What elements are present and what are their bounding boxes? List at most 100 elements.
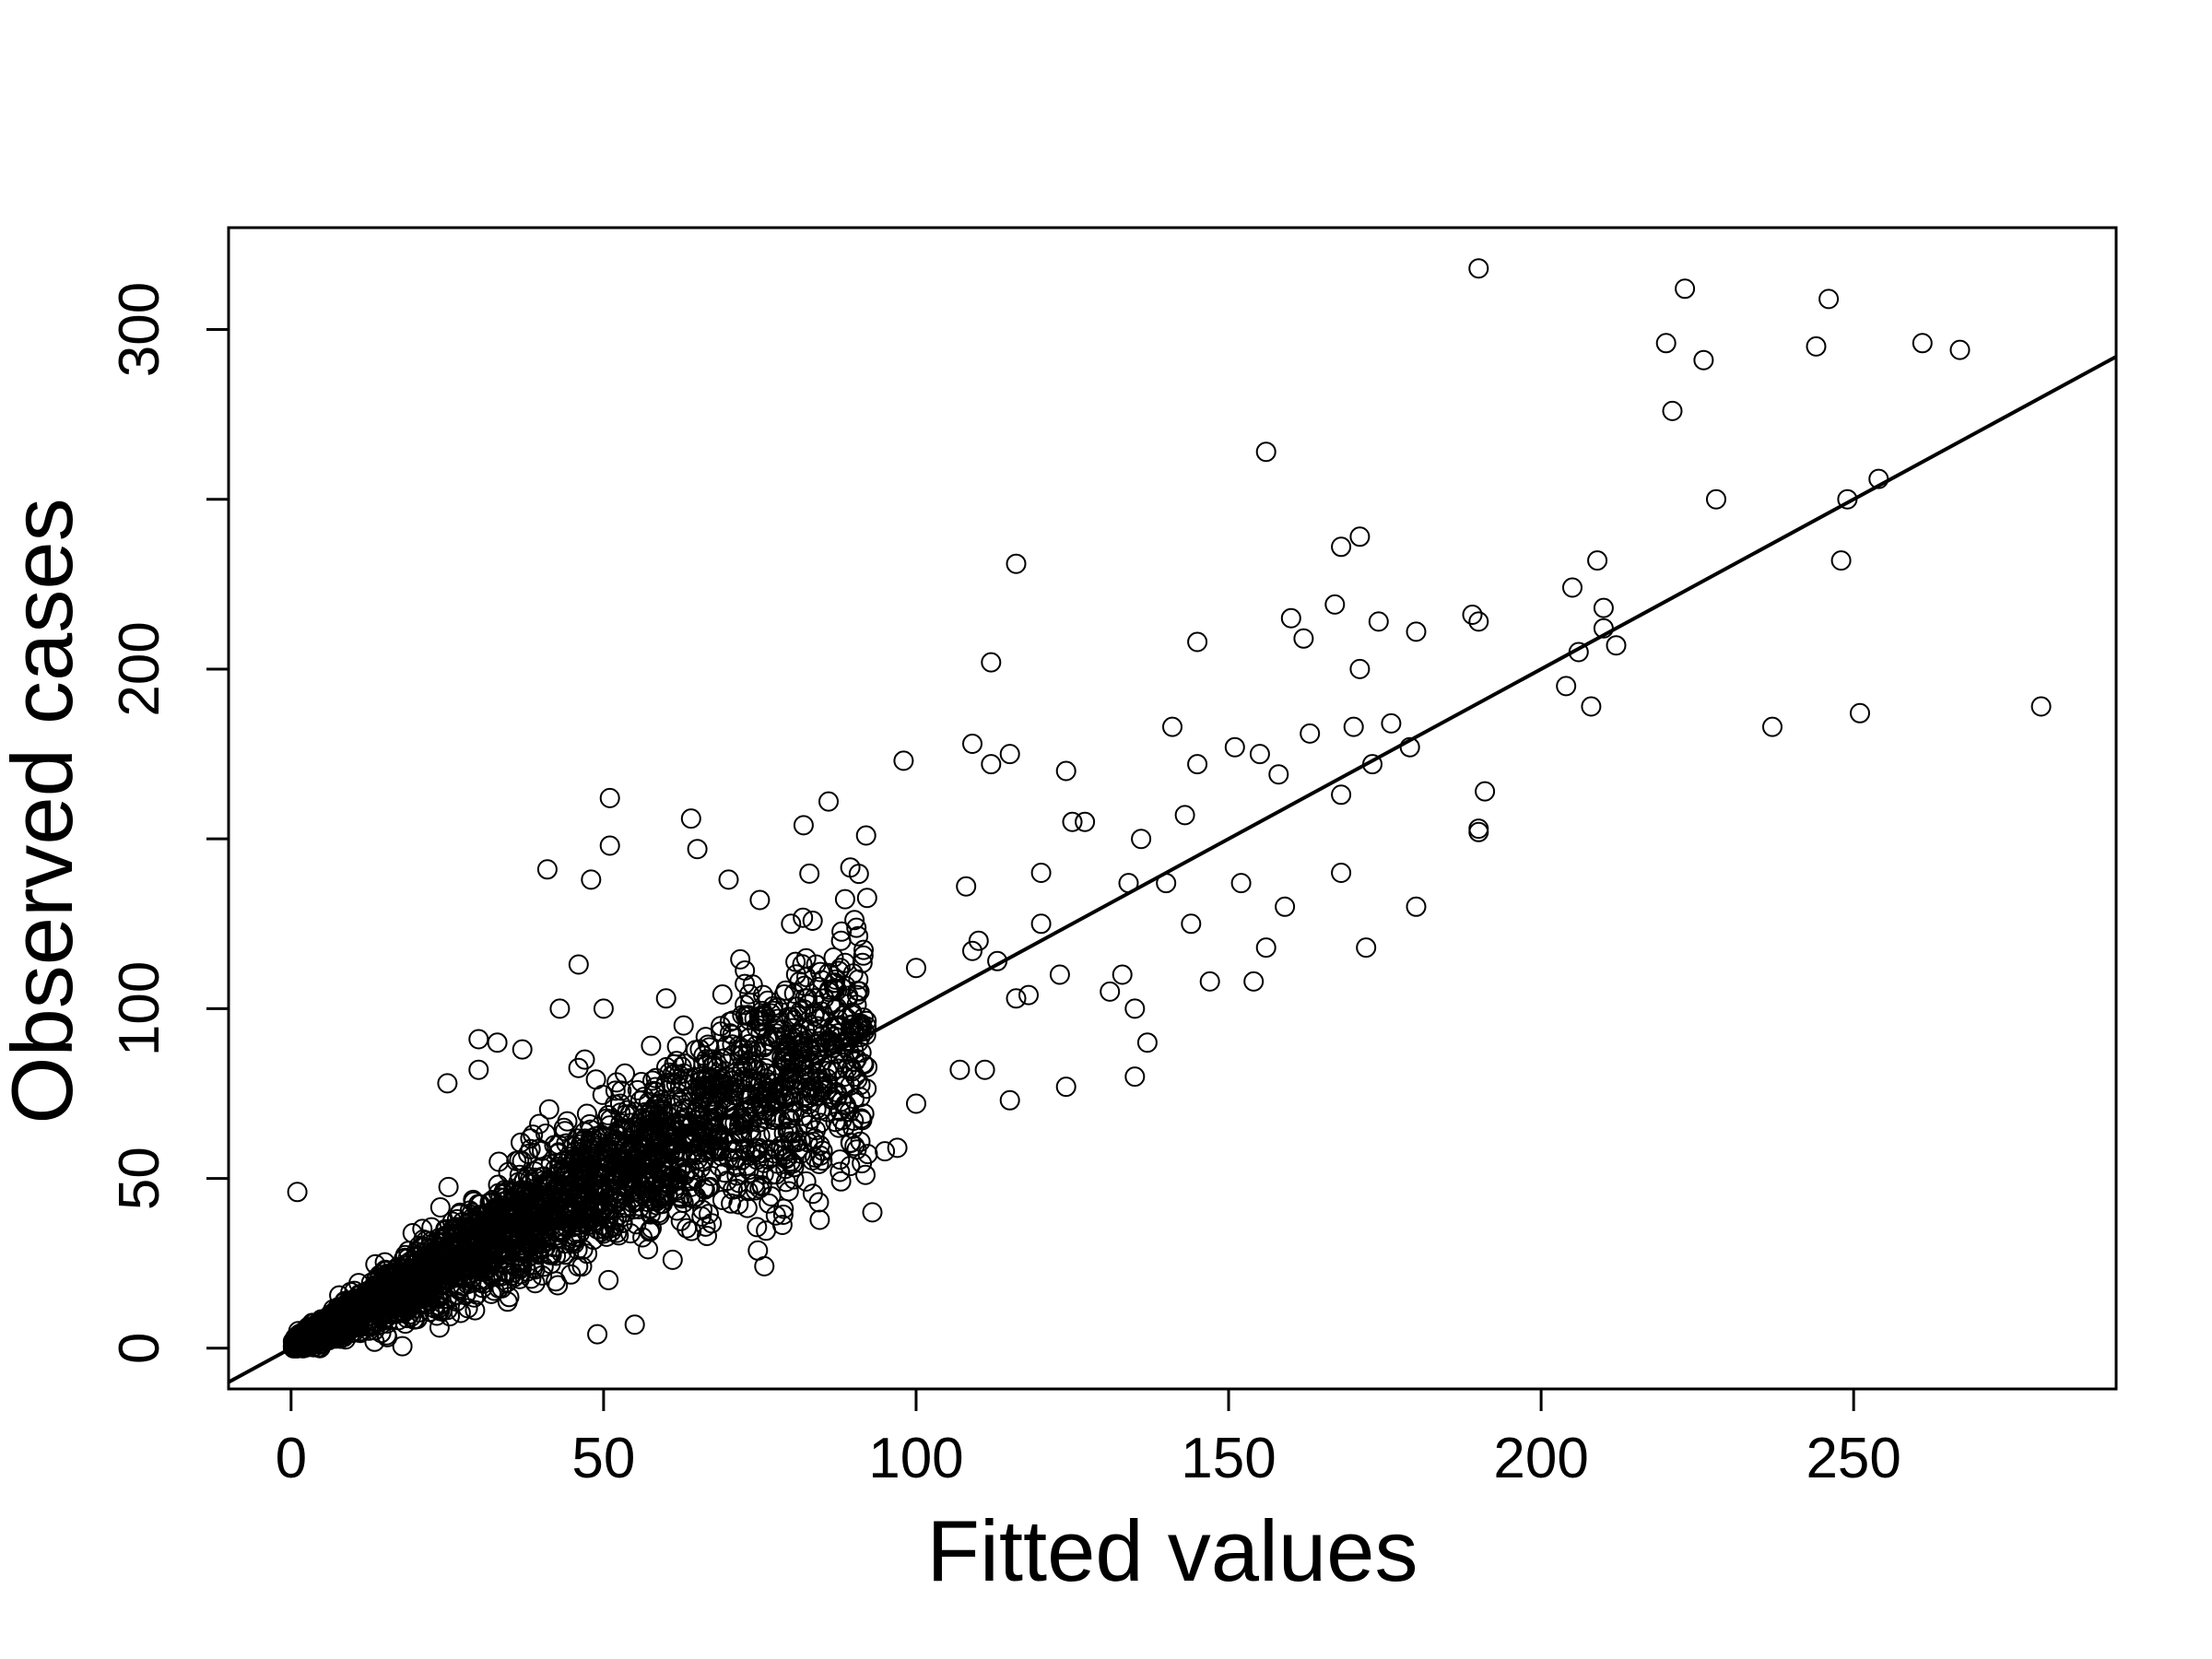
data-point bbox=[736, 1155, 758, 1176]
data-point bbox=[1475, 781, 1496, 802]
data-point bbox=[875, 1141, 896, 1162]
data-point bbox=[408, 1235, 429, 1256]
data-point bbox=[446, 1208, 467, 1230]
x-tick-label: 150 bbox=[1181, 1427, 1276, 1490]
data-point bbox=[524, 1167, 546, 1188]
data-point bbox=[364, 1331, 385, 1352]
data-point bbox=[1818, 288, 1840, 310]
data-point bbox=[1662, 400, 1683, 421]
data-point bbox=[1349, 658, 1371, 679]
data-point bbox=[706, 1137, 727, 1159]
data-point bbox=[853, 945, 874, 966]
data-point bbox=[1324, 594, 1346, 615]
data-point bbox=[1606, 635, 1627, 656]
data-point bbox=[726, 1178, 747, 1199]
data-point bbox=[605, 1080, 626, 1101]
data-point bbox=[287, 1182, 308, 1203]
data-point bbox=[855, 825, 877, 846]
data-point bbox=[703, 1109, 724, 1130]
data-point bbox=[499, 1206, 520, 1227]
data-point bbox=[1850, 702, 1870, 724]
data-point bbox=[735, 994, 756, 1016]
data-point bbox=[773, 1145, 794, 1166]
data-point bbox=[795, 1171, 817, 1192]
data-point bbox=[1762, 716, 1783, 737]
data-point bbox=[618, 1120, 638, 1141]
data-point bbox=[507, 1241, 528, 1262]
data-point bbox=[666, 1051, 688, 1072]
data-point bbox=[1049, 964, 1070, 985]
data-point bbox=[1406, 896, 1427, 917]
data-point bbox=[612, 1213, 632, 1233]
data-point bbox=[605, 1094, 626, 1115]
data-point bbox=[554, 1207, 575, 1229]
data-point bbox=[730, 948, 751, 970]
data-point bbox=[587, 1324, 608, 1345]
data-point bbox=[461, 1226, 482, 1247]
data-point bbox=[1468, 818, 1489, 840]
data-point bbox=[753, 984, 773, 1006]
data-point bbox=[538, 1176, 559, 1197]
data-point bbox=[1055, 1077, 1077, 1098]
data-point bbox=[1255, 937, 1277, 959]
data-point bbox=[999, 744, 1020, 765]
data-point bbox=[645, 1067, 666, 1088]
data-point bbox=[560, 1264, 582, 1285]
data-point bbox=[719, 1023, 740, 1044]
data-point bbox=[447, 1265, 468, 1287]
data-point bbox=[530, 1188, 551, 1209]
data-point bbox=[670, 1210, 691, 1231]
data-point bbox=[719, 1078, 739, 1100]
data-point bbox=[809, 1209, 830, 1230]
data-point bbox=[394, 1313, 416, 1335]
data-point bbox=[712, 984, 733, 1005]
data-point bbox=[574, 1128, 595, 1149]
data-point bbox=[549, 998, 571, 1019]
data-point bbox=[830, 930, 852, 951]
data-point bbox=[624, 1314, 645, 1335]
data-point bbox=[968, 930, 989, 951]
data-point bbox=[547, 1228, 569, 1249]
data-point bbox=[887, 1137, 908, 1159]
data-point bbox=[567, 1128, 588, 1149]
data-point bbox=[844, 1051, 865, 1072]
data-point bbox=[721, 1193, 742, 1214]
data-point bbox=[850, 1075, 871, 1096]
data-point bbox=[852, 952, 873, 973]
y-axis-title: Observed cases bbox=[0, 498, 90, 1124]
data-point bbox=[431, 1240, 453, 1261]
data-point bbox=[852, 1153, 873, 1174]
data-point bbox=[1468, 611, 1489, 632]
data-point bbox=[1468, 258, 1489, 279]
data-point bbox=[712, 1190, 733, 1210]
data-point bbox=[567, 1239, 588, 1260]
data-point bbox=[786, 996, 807, 1018]
data-point bbox=[561, 1197, 582, 1218]
data-point bbox=[893, 750, 914, 771]
data-point bbox=[689, 1134, 711, 1155]
data-point bbox=[544, 1135, 565, 1156]
data-point bbox=[822, 1018, 843, 1039]
data-point bbox=[711, 1048, 732, 1069]
data-point bbox=[1675, 278, 1696, 300]
data-point bbox=[334, 1290, 355, 1312]
data-point bbox=[1356, 937, 1377, 959]
data-point bbox=[1562, 577, 1583, 598]
data-point bbox=[606, 1193, 627, 1214]
data-point bbox=[1268, 764, 1289, 785]
data-point bbox=[370, 1265, 391, 1286]
data-point bbox=[793, 815, 814, 836]
data-point bbox=[547, 1179, 568, 1200]
data-point bbox=[1030, 863, 1052, 883]
data-point bbox=[593, 1223, 614, 1244]
data-point bbox=[466, 1253, 488, 1274]
data-point bbox=[749, 1178, 771, 1199]
data-point bbox=[1331, 863, 1352, 883]
data-point bbox=[629, 1090, 651, 1112]
data-point bbox=[661, 1160, 682, 1181]
data-point bbox=[974, 1059, 995, 1080]
data-point bbox=[1136, 1032, 1158, 1053]
data-point bbox=[615, 1063, 635, 1084]
data-point bbox=[853, 939, 874, 960]
data-point bbox=[690, 1076, 712, 1097]
